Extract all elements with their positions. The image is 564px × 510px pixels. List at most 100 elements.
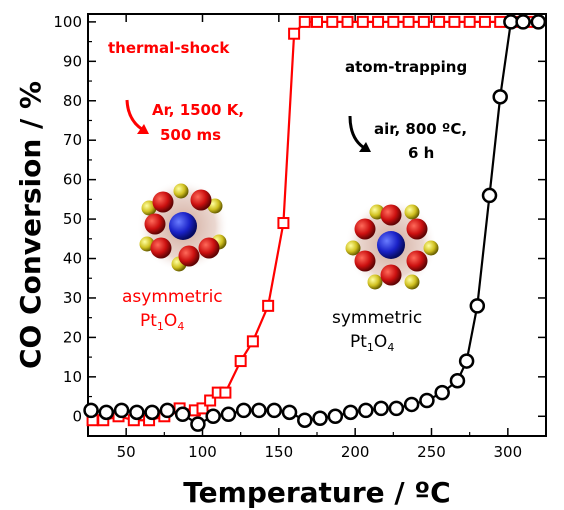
data-point-thermal-shock — [288, 27, 301, 40]
data-point-thermal-shock — [417, 15, 430, 28]
data-point-thermal-shock — [311, 15, 323, 28]
data-point-atom-trapping — [205, 408, 221, 425]
data-point-atom-trapping — [220, 406, 237, 423]
pt-atom — [377, 231, 405, 259]
data-point-atom-trapping — [419, 392, 435, 409]
data-point-atom-trapping — [434, 384, 450, 401]
symmetric-pt1o4-model — [345, 199, 439, 291]
data-point-thermal-shock — [246, 335, 259, 348]
o-atom — [190, 189, 212, 211]
o-atom — [354, 250, 376, 272]
data-point-atom-trapping — [403, 396, 420, 413]
data-point-thermal-shock — [372, 15, 385, 28]
y-tick-label: 10 — [63, 368, 82, 386]
thermal-shock-condition-1: Ar, 1500 K, — [152, 101, 244, 119]
series-layer — [83, 14, 547, 432]
o-atom — [380, 264, 402, 286]
y-tick-label: 90 — [63, 52, 82, 70]
o-atom — [406, 250, 428, 272]
h-atom — [404, 274, 420, 290]
x-axis-title: Temperature / ºC — [183, 476, 450, 509]
data-point-atom-trapping — [144, 404, 160, 421]
data-point-thermal-shock — [478, 15, 491, 28]
thermal-shock-arrow-icon — [125, 99, 146, 133]
h-atom — [423, 240, 439, 256]
o-atom — [406, 218, 428, 240]
data-point-atom-trapping — [312, 410, 328, 427]
data-point-thermal-shock — [204, 394, 217, 407]
h-atom — [367, 274, 383, 290]
data-point-atom-trapping — [129, 404, 145, 421]
data-point-atom-trapping — [358, 402, 374, 419]
data-point-atom-trapping — [174, 406, 191, 423]
h-atom — [404, 204, 420, 220]
y-tick-label: 50 — [63, 210, 82, 228]
data-point-thermal-shock — [433, 15, 446, 28]
o-atom — [178, 245, 200, 267]
o-atom — [152, 191, 174, 213]
data-point-thermal-shock — [387, 15, 400, 28]
y-tick-label: 30 — [63, 289, 82, 307]
thermal-shock-condition-2: 500 ms — [160, 126, 221, 144]
data-point-atom-trapping — [190, 416, 206, 432]
data-point-thermal-shock — [448, 15, 461, 28]
o-atom — [144, 213, 166, 235]
atom-trapping-arrowhead-icon — [359, 142, 371, 152]
thermal-shock-arrowhead-icon — [137, 124, 149, 134]
o-atom — [380, 204, 402, 226]
data-point-thermal-shock — [326, 15, 339, 28]
symmetric-label: symmetric — [332, 308, 422, 328]
data-point-atom-trapping — [515, 14, 531, 30]
data-point-atom-trapping — [235, 402, 252, 419]
asymmetric-formula: Pt1O4 — [140, 311, 184, 333]
x-tick-label: 150 — [265, 443, 294, 461]
o-atom — [198, 237, 220, 259]
data-point-atom-trapping — [266, 402, 283, 419]
x-tick-label: 200 — [341, 443, 370, 461]
pt-atom — [169, 212, 197, 240]
data-point-thermal-shock — [219, 386, 232, 399]
x-tick-label: 250 — [417, 443, 446, 461]
data-point-thermal-shock — [262, 299, 275, 312]
y-tick-label: 60 — [63, 171, 82, 189]
data-point-thermal-shock — [196, 402, 209, 415]
data-point-atom-trapping — [281, 404, 298, 421]
o-atom — [150, 237, 172, 259]
atom-trapping-condition-2: 6 h — [408, 144, 434, 162]
data-point-atom-trapping — [492, 89, 508, 105]
data-point-atom-trapping — [297, 412, 313, 428]
data-point-thermal-shock — [402, 15, 415, 28]
asymmetric-label: asymmetric — [122, 287, 223, 307]
o-atom — [354, 218, 376, 240]
y-tick-label: 80 — [63, 92, 82, 110]
h-atom — [345, 240, 361, 256]
axis-tick-labels: 50 100 150 200 250 300 0 10 20 30 40 50 60 70 80 90 100 — [53, 13, 522, 461]
x-tick-label: 50 — [117, 443, 136, 461]
data-point-thermal-shock — [277, 217, 290, 230]
x-tick-label: 300 — [494, 443, 523, 461]
y-tick-label: 100 — [53, 13, 82, 31]
atom-trapping-title: atom-trapping — [345, 58, 467, 76]
data-point-thermal-shock — [341, 15, 354, 28]
data-point-thermal-shock — [234, 355, 247, 368]
y-tick-label: 0 — [72, 407, 82, 425]
y-axis-title: CO Conversion / % — [14, 81, 47, 369]
data-point-atom-trapping — [327, 408, 344, 425]
thermal-shock-title: thermal-shock — [108, 39, 230, 57]
data-point-atom-trapping — [449, 373, 466, 389]
data-point-atom-trapping — [469, 298, 486, 314]
data-point-thermal-shock — [356, 15, 369, 28]
data-point-atom-trapping — [98, 404, 115, 421]
x-tick-label: 100 — [188, 443, 217, 461]
data-point-atom-trapping — [481, 187, 498, 204]
atom-trapping-arrow-icon — [348, 115, 367, 151]
data-point-atom-trapping — [83, 402, 99, 419]
data-point-atom-trapping — [388, 400, 405, 417]
data-point-atom-trapping — [342, 404, 359, 421]
symmetric-formula: Pt1O4 — [350, 332, 394, 354]
y-tick-label: 70 — [63, 131, 82, 149]
asymmetric-pt1o4-model — [137, 180, 229, 272]
data-point-atom-trapping — [251, 402, 267, 419]
data-point-atom-trapping — [159, 402, 176, 419]
